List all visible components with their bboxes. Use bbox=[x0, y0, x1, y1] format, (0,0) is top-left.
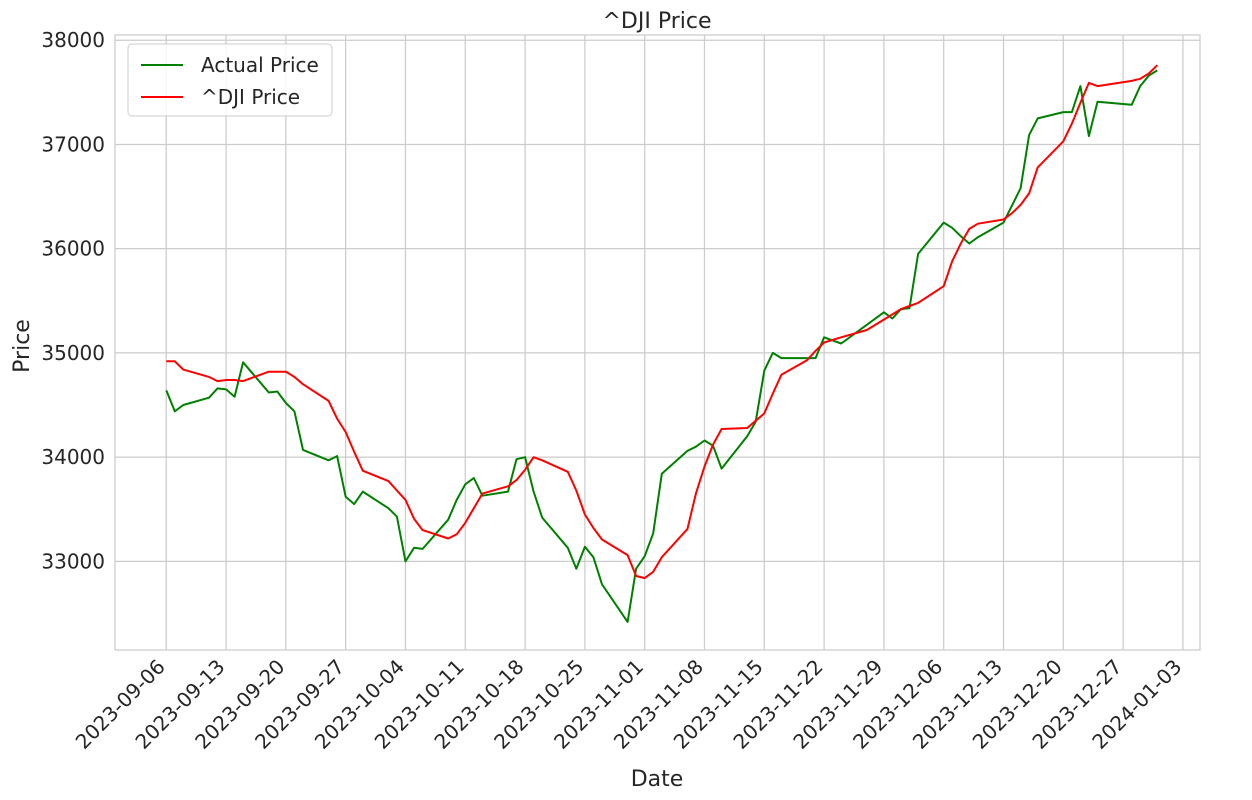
series-line-actual-price bbox=[165, 69, 1158, 623]
y-tick-label: 38000 bbox=[41, 28, 105, 52]
chart-title: ^DJI Price bbox=[602, 9, 711, 34]
x-axis-label: Date bbox=[631, 767, 684, 792]
y-tick-label: 36000 bbox=[41, 237, 105, 261]
legend-label-actual-price: Actual Price bbox=[201, 53, 319, 77]
y-tick-label: 37000 bbox=[41, 132, 105, 156]
series-layer bbox=[165, 64, 1158, 623]
y-axis-ticks: 33000 34000 35000 36000 37000 38000 bbox=[41, 28, 105, 573]
legend-label-dji-price: ^DJI Price bbox=[201, 85, 300, 109]
y-axis-label: Price bbox=[10, 319, 35, 373]
plot-area bbox=[114, 34, 1201, 651]
x-axis-ticks: 2023-09-062023-09-132023-09-202023-09-27… bbox=[71, 655, 1187, 754]
legend: Actual Price ^DJI Price bbox=[127, 43, 333, 117]
y-tick-label: 35000 bbox=[41, 341, 105, 365]
y-tick-label: 34000 bbox=[41, 445, 105, 469]
y-tick-label: 33000 bbox=[41, 549, 105, 573]
series-line-dji-price bbox=[166, 64, 1158, 580]
